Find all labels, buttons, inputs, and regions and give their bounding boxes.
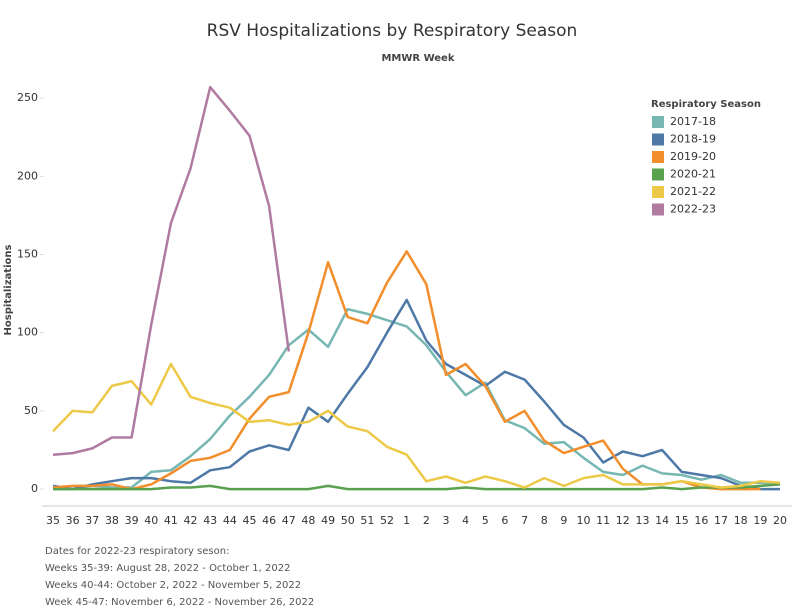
x-tick-label: 51 (360, 514, 374, 527)
x-tick-label: 44 (223, 514, 237, 527)
x-tick-label: 8 (541, 514, 548, 527)
footnote: Week 45-47: November 6, 2022 - November … (45, 597, 314, 608)
x-tick-label: 50 (341, 514, 355, 527)
x-tick-label: 7 (521, 514, 528, 527)
x-tick-label: 48 (301, 514, 315, 527)
x-tick-label: 38 (105, 514, 119, 527)
footnote: Dates for 2022-23 respiratory seson: (45, 546, 229, 557)
x-tick-label: 5 (482, 514, 489, 527)
x-tick-label: 42 (184, 514, 198, 527)
x-tick-label: 15 (675, 514, 689, 527)
x-tick-label: 16 (694, 514, 708, 527)
x-tick-label: 1 (403, 514, 410, 527)
x-tick-label: 9 (560, 514, 567, 527)
x-tick-label: 17 (714, 514, 728, 527)
chart-subtitle: MMWR Week (381, 53, 454, 64)
series-line (53, 483, 781, 491)
x-tick-label: 11 (596, 514, 610, 527)
x-tick-label: 13 (635, 514, 649, 527)
y-tick-label: 200 (17, 169, 38, 182)
x-tick-label: 35 (46, 514, 60, 527)
x-tick-label: 47 (282, 514, 296, 527)
legend-label: 2022-23 (670, 203, 716, 216)
series-line (52, 298, 780, 491)
legend-swatch (652, 133, 664, 146)
x-tick-label: 2 (423, 514, 430, 527)
x-tick-label: 39 (125, 514, 139, 527)
legend-swatch (652, 116, 664, 128)
y-axis-label: Hospitalizations (3, 245, 14, 336)
footnote: Weeks 40-44: October 2, 2022 - November … (45, 580, 301, 591)
legend-swatch (652, 168, 664, 181)
chart-title: RSV Hospitalizations by Respiratory Seas… (207, 21, 578, 41)
x-tick-label: 45 (242, 514, 256, 527)
x-tick-label: 43 (203, 514, 217, 527)
x-tick-label: 36 (66, 514, 80, 527)
legend-swatch (652, 151, 664, 163)
x-tick-label: 52 (380, 514, 394, 527)
series-line (52, 362, 781, 489)
legend-swatch (652, 186, 664, 198)
y-tick-label: 150 (17, 248, 38, 261)
x-tick-label: 46 (262, 514, 276, 527)
x-tick-label: 20 (773, 514, 787, 527)
legend-label: 2020-21 (670, 168, 716, 181)
footnote: Weeks 35-39: August 28, 2022 - October 1… (45, 563, 290, 574)
legend-label: 2018-19 (670, 133, 716, 146)
y-tick-label: 100 (17, 326, 38, 339)
x-tick-label: 37 (85, 514, 99, 527)
x-tick-label: 41 (164, 514, 178, 527)
x-tick-label: 4 (462, 514, 469, 527)
x-tick-label: 14 (655, 514, 669, 527)
x-tick-label: 49 (321, 514, 335, 527)
legend-label: 2019-20 (670, 150, 716, 163)
legend-title: Respiratory Season (651, 99, 761, 110)
x-tick-label: 10 (577, 514, 591, 527)
x-tick-label: 40 (144, 514, 158, 527)
legend-swatch (652, 203, 664, 216)
x-tick-label: 18 (734, 514, 748, 527)
series-line (52, 85, 291, 456)
x-tick-label: 19 (753, 514, 767, 527)
x-tick-label: 6 (501, 514, 508, 527)
x-tick-label: 12 (616, 514, 630, 527)
series-line (53, 307, 781, 491)
legend-label: 2021-22 (670, 185, 716, 198)
legend-label: 2017-18 (670, 115, 716, 128)
y-tick-label: 0 (31, 482, 38, 495)
y-tick-label: 250 (17, 91, 38, 104)
x-tick-label: 3 (442, 514, 449, 527)
y-tick-label: 50 (24, 404, 38, 417)
